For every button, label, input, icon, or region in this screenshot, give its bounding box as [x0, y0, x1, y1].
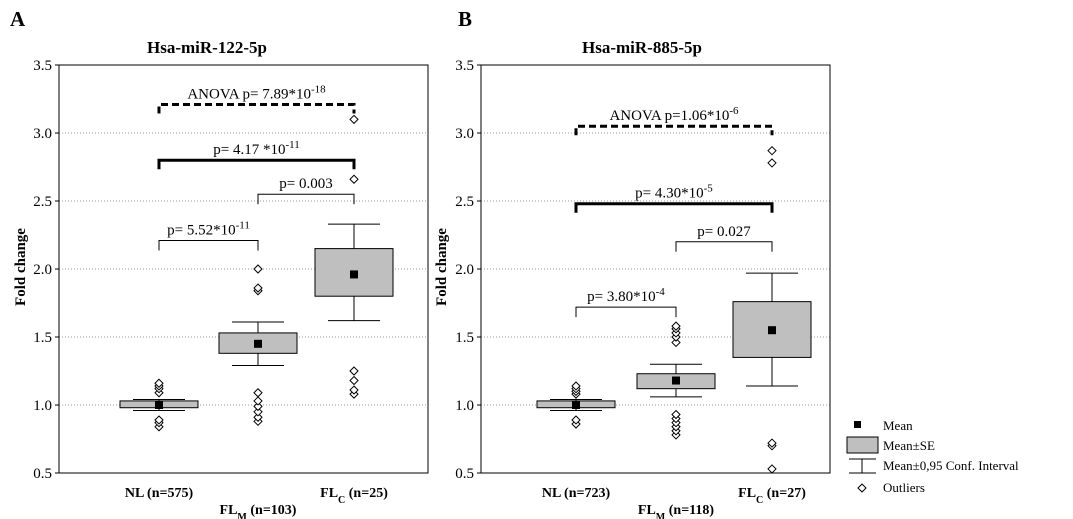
- mean-marker: [672, 376, 680, 385]
- y-tick-label: 2.0: [33, 262, 52, 278]
- outlier-point: [253, 388, 263, 398]
- p-value-label: p= 4.30*10-5: [635, 183, 713, 202]
- outlier-point: [253, 396, 263, 406]
- y-tick-label: 1.0: [455, 398, 474, 414]
- y-tick-label: 1.5: [33, 330, 52, 346]
- chart-title: Hsa-miR-122-5p: [147, 38, 267, 57]
- y-axis-label: Fold change: [13, 228, 29, 306]
- chart-title: Hsa-miR-885-5p: [582, 38, 702, 57]
- group-0: [536, 381, 616, 429]
- mean-marker: [572, 401, 580, 409]
- mean-marker: [254, 339, 262, 348]
- bracket-line: [574, 202, 774, 213]
- significance-bracket: ANOVA p=1.06*10-6: [574, 105, 774, 136]
- p-value-label: p= 4.17 *10-11: [213, 139, 299, 158]
- outlier-point: [154, 415, 164, 425]
- y-tick-label: 1.5: [455, 330, 474, 346]
- p-value-label: p= 5.52*10-11: [167, 219, 250, 238]
- bracket-line: [157, 102, 356, 114]
- panel-a: A Hsa-miR-122-5p Fold change 0.5 1.0 1.5 2.…: [10, 7, 429, 519]
- significance-bracket: p= 4.30*10-5: [574, 183, 774, 213]
- outlier-point: [253, 401, 263, 412]
- mean-marker: [768, 326, 776, 335]
- y-axis-label: Fold change: [434, 228, 450, 306]
- y-tick-label: 3.0: [33, 126, 52, 142]
- outlier-point: [253, 412, 263, 422]
- outlier-point: [349, 114, 359, 125]
- outlier-point: [349, 375, 359, 386]
- outlier-diamond-icon: [857, 483, 867, 493]
- outlier-point: [571, 381, 581, 391]
- significance-bracket: ANOVA p= 7.89*10-18: [157, 83, 356, 114]
- bracket-line: [574, 124, 774, 136]
- p-value-label: ANOVA p= 7.89*10-18: [187, 83, 326, 102]
- panel-letter: B: [458, 7, 472, 31]
- panel-b: B Hsa-miR-885-5p Fold change 0.5 1.0 1.5 2.…: [434, 7, 831, 519]
- mean-marker: [350, 270, 358, 279]
- significance-bracket: p= 3.80*10-4: [575, 286, 677, 318]
- legend-label-ci: Mean±0,95 Conf. Interval: [883, 458, 1019, 473]
- y-tick-label: 2.0: [455, 262, 474, 278]
- outlier-point: [767, 464, 777, 474]
- outlier-point: [349, 385, 359, 395]
- ci-whisker-icon: [849, 458, 876, 474]
- y-tick-label: 2.5: [455, 194, 474, 210]
- significance-bracket: p= 4.17 *10-11: [157, 139, 356, 170]
- outlier-point: [154, 378, 164, 388]
- group-1: [636, 321, 716, 440]
- outlier-point: [253, 283, 263, 293]
- y-tick-label: 3.0: [455, 126, 474, 142]
- p-value-label: ANOVA p=1.06*10-6: [609, 105, 739, 124]
- x-category-label: NL (n=575): [125, 486, 194, 501]
- outlier-point: [671, 321, 681, 331]
- outlier-point: [767, 158, 777, 168]
- bracket-line: [157, 158, 356, 170]
- x-category-label: FLM (n=118): [638, 503, 714, 519]
- bracket-line: [575, 306, 677, 318]
- outlier-point: [253, 407, 263, 417]
- outlier-point: [571, 415, 581, 425]
- x-category-label: FLC (n=25): [320, 486, 388, 506]
- y-tick-label: 3.5: [33, 58, 52, 74]
- group-1: [218, 264, 298, 427]
- outlier-point: [349, 174, 359, 184]
- p-value-label: p= 0.003: [279, 176, 332, 192]
- bracket-line: [158, 239, 259, 251]
- y-tick-label: 2.5: [33, 194, 52, 210]
- outlier-point: [671, 409, 681, 420]
- plot-frame: [480, 64, 831, 474]
- outlier-point: [349, 366, 359, 376]
- legend-label-se: Mean±SE: [883, 438, 935, 453]
- legend-label-outliers: Outliers: [883, 480, 925, 495]
- outlier-point: [671, 337, 681, 348]
- y-tick-label: 3.5: [455, 58, 474, 74]
- significance-bracket: p= 0.027: [675, 224, 773, 252]
- outlier-point: [767, 145, 777, 156]
- y-tick-label: 0.5: [455, 466, 474, 482]
- bracket-line: [675, 241, 773, 252]
- p-value-label: p= 3.80*10-4: [587, 286, 665, 305]
- group-0: [119, 378, 199, 432]
- legend-label-mean: Mean: [883, 418, 913, 433]
- x-category-label: NL (n=723): [542, 486, 611, 501]
- legend: Mean Mean±SE Mean±0,95 Conf. Interval Ou…: [846, 418, 1019, 495]
- y-tick-label: 0.5: [33, 466, 52, 482]
- group-2: [732, 145, 812, 474]
- panel-letter: A: [10, 7, 26, 31]
- bracket-line: [257, 193, 355, 205]
- x-category-label: FLM (n=103): [220, 503, 297, 519]
- y-tick-label: 1.0: [33, 398, 52, 414]
- plot-frame: [58, 64, 429, 474]
- x-category-label: FLC (n=27): [738, 486, 806, 506]
- p-value-label: p= 0.027: [697, 224, 751, 240]
- group-2: [314, 114, 394, 399]
- significance-bracket: p= 0.003: [257, 176, 355, 205]
- mean-square-icon: [854, 421, 861, 428]
- se-box-icon: [846, 436, 879, 454]
- mean-marker: [155, 401, 163, 409]
- significance-bracket: p= 5.52*10-11: [158, 219, 259, 251]
- outlier-point: [253, 264, 263, 274]
- outlier-point: [767, 438, 777, 448]
